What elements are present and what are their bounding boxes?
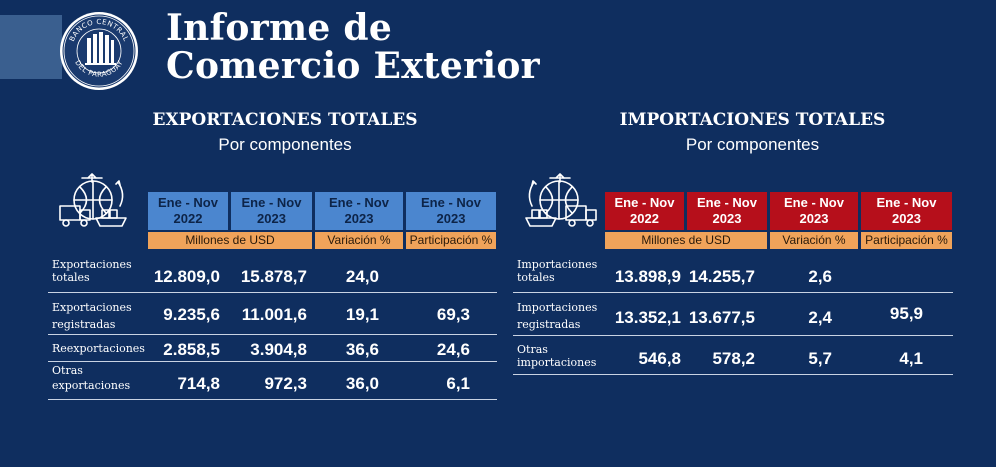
import-registradas-variation: 2,4 [808,308,832,327]
import-row-label-registradas: Importaciones registradas [517,301,598,331]
export-registradas-2022: 9.235,6 [163,305,220,324]
import-unit-variation: Variación % [770,232,858,249]
central-bank-seal-logo: BANCO CENTRAL DEL PARAGUAY [60,12,138,90]
row-divider [48,334,497,335]
export-otras-2022: 714,8 [177,374,220,393]
export-reexport-variation: 36,6 [345,340,379,359]
export-registradas-participation: 69,3 [436,305,470,324]
export-totales-variation: 24,0 [345,267,379,286]
row-divider [513,292,953,293]
row-divider [48,361,497,362]
import-unit-millions: Millones de USD [605,232,767,249]
export-otras-2023: 972,3 [264,374,307,393]
import-col-header-variation: Ene - Nov 2023 [770,192,858,230]
page-title-line2: Comercio Exterior [166,45,540,87]
export-unit-millions: Millones de USD [148,232,312,249]
export-otras-variation: 36,0 [345,374,379,393]
export-registradas-variation: 19,1 [345,305,379,324]
import-col-header-participation: Ene - Nov 2023 [861,192,952,230]
export-reexport-2022: 2.858,5 [163,340,220,359]
export-totales-2022: 12.809,0 [153,267,220,286]
import-row-label-otras: Otras importaciones [517,343,597,369]
row-divider [48,399,497,400]
export-col-header-2022: Ene - Nov 2022 [148,192,228,230]
export-reexport-participation: 24,6 [436,340,470,359]
import-otras-participation: 4,1 [899,349,923,368]
exports-title: EXPORTACIONES TOTALES [152,110,418,130]
import-unit-participation: Participación % [861,232,952,249]
export-col-header-variation: Ene - Nov 2023 [315,192,403,230]
export-row-label-totales: Exportaciones totales [52,258,132,284]
row-divider [513,374,953,375]
import-totales-2022: 13.898,9 [614,267,681,286]
import-row-label-totales: Importaciones totales [517,258,598,284]
export-reexport-2023: 3.904,8 [250,340,307,359]
row-divider [513,335,953,336]
import-col-header-2023: Ene - Nov 2023 [687,192,767,230]
export-unit-participation: Participación % [406,232,496,249]
import-col-header-2022: Ene - Nov 2022 [605,192,684,230]
export-row-label-registradas: Exportaciones registradas [52,301,132,331]
page-title-line1: Informe de [166,7,393,49]
export-unit-variation: Variación % [315,232,403,249]
import-totales-variation: 2,6 [808,267,832,286]
import-registradas-participation: 95,9 [889,304,923,323]
imports-title: IMPORTACIONES TOTALES [619,110,886,130]
import-registradas-2022: 13.352,1 [614,308,681,327]
page-title: Informe de Comercio Exterior [166,9,540,85]
export-totales-2023: 15.878,7 [240,267,307,286]
row-divider [48,292,497,293]
trade-logistics-icon [59,173,127,227]
import-totales-2023: 14.255,7 [688,267,755,286]
import-registradas-2023: 13.677,5 [688,308,755,327]
import-otras-2022: 546,8 [638,349,681,368]
export-row-label-otras: Otras exportaciones [52,364,131,392]
export-otras-participation: 6,1 [446,374,470,393]
export-col-header-2023: Ene - Nov 2023 [231,192,312,230]
export-col-header-participation: Ene - Nov 2023 [406,192,496,230]
import-otras-variation: 5,7 [808,349,832,368]
trade-logistics-icon [525,173,597,227]
exports-subtitle: Por componentes [218,135,352,154]
imports-subtitle: Por componentes [685,135,820,154]
import-otras-2023: 578,2 [712,349,755,368]
header-accent-band [0,15,62,79]
export-row-label-reexportaciones: Reexportaciones [52,342,145,355]
export-registradas-2023: 11.001,6 [241,305,307,324]
